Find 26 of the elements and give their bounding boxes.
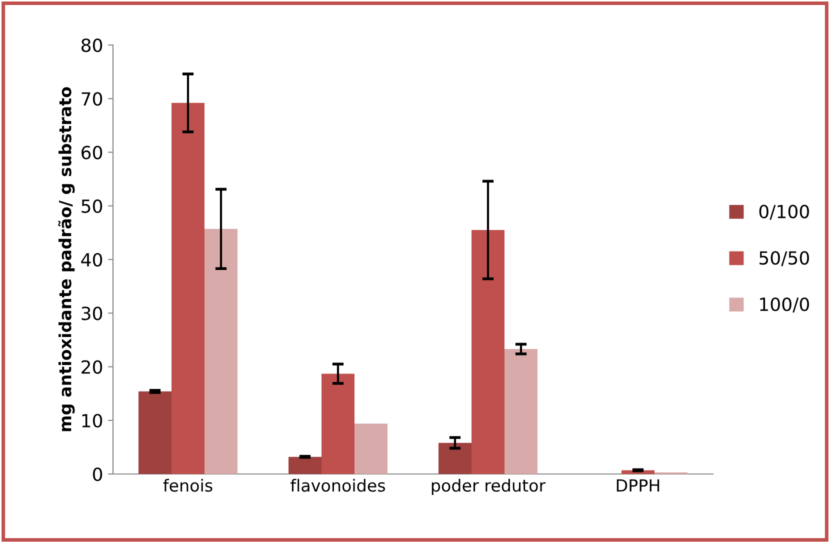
y-tick-label: 50 xyxy=(82,199,102,213)
x-tick-label: DPPH xyxy=(616,479,660,492)
y-tick-label: 40 xyxy=(81,252,102,267)
bar xyxy=(288,456,322,474)
x-tick-label: poder redutor xyxy=(432,478,546,495)
x-tick-label: flavonoides xyxy=(290,478,386,492)
y-tick-label: 0 xyxy=(92,467,102,482)
legend-label: 0/100 xyxy=(759,204,809,220)
y-axis-title: mg antioxidante padrão/ g substrato xyxy=(58,87,75,432)
y-tick-label: 70 xyxy=(82,92,102,106)
bar xyxy=(472,230,504,474)
y-tick-label: 60 xyxy=(82,146,102,160)
bar xyxy=(354,424,388,474)
y-tick-label: 30 xyxy=(82,306,102,320)
legend-label: 50/50 xyxy=(760,251,809,266)
bar xyxy=(172,102,204,474)
x-tick-label: fenois xyxy=(163,478,212,492)
y-tick-label: 80 xyxy=(82,38,102,52)
y-tick-label: 20 xyxy=(82,360,102,374)
bar xyxy=(204,228,238,474)
bar xyxy=(138,391,172,474)
bar xyxy=(438,442,472,474)
legend-label: 100/0 xyxy=(760,297,809,313)
bar xyxy=(504,349,538,474)
bar xyxy=(322,374,354,474)
y-tick-label: 10 xyxy=(82,414,102,428)
